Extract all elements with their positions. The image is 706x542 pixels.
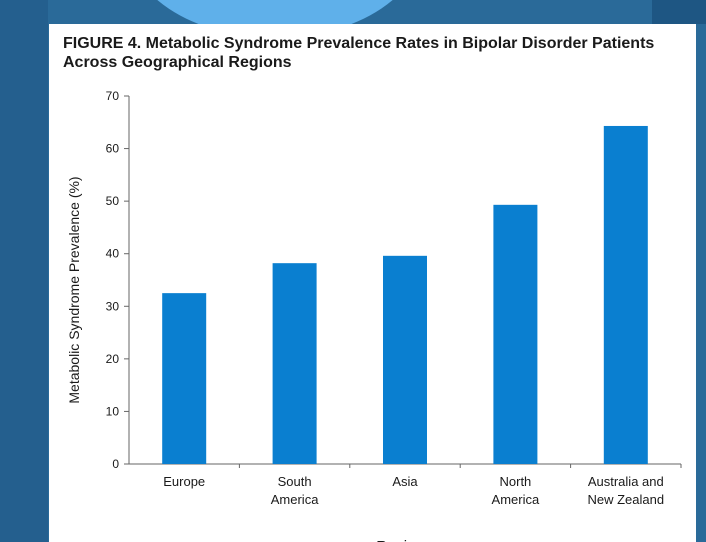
y-tick-label: 70 bbox=[106, 89, 120, 103]
y-tick-label: 10 bbox=[106, 404, 120, 418]
y-tick-label: 40 bbox=[106, 247, 120, 261]
y-tick-label: 20 bbox=[106, 352, 120, 366]
y-tick-label: 50 bbox=[106, 194, 120, 208]
bar-chart: 0 10 20 30 40 50 60 70 Europe South America Asia Nor… bbox=[66, 89, 682, 542]
y-tick-label: 0 bbox=[112, 457, 119, 471]
figure-panel: FIGURE 4. Metabolic Syndrome Prevalence … bbox=[49, 24, 696, 542]
bar bbox=[162, 293, 207, 464]
figure-title: FIGURE 4. Metabolic Syndrome Prevalence … bbox=[63, 35, 655, 71]
y-axis-title: Metabolic Syndrome Prevalence (%) bbox=[66, 176, 82, 403]
bar bbox=[603, 125, 648, 465]
x-tick-label: Australia and New Zealand bbox=[587, 474, 664, 507]
slide-corner-block bbox=[652, 0, 706, 24]
x-tick-label: Asia bbox=[392, 474, 418, 489]
x-tick-label: Europe bbox=[163, 474, 205, 489]
slide-left-strip bbox=[0, 0, 48, 542]
x-tick-label: South America bbox=[271, 474, 319, 507]
bar bbox=[383, 255, 427, 464]
y-tick-label: 60 bbox=[106, 142, 120, 156]
bar bbox=[272, 263, 317, 464]
bar bbox=[493, 204, 538, 464]
y-tick-label: 30 bbox=[106, 299, 120, 313]
x-tick-label: North America bbox=[492, 474, 540, 507]
x-axis-title: Region bbox=[376, 538, 424, 542]
